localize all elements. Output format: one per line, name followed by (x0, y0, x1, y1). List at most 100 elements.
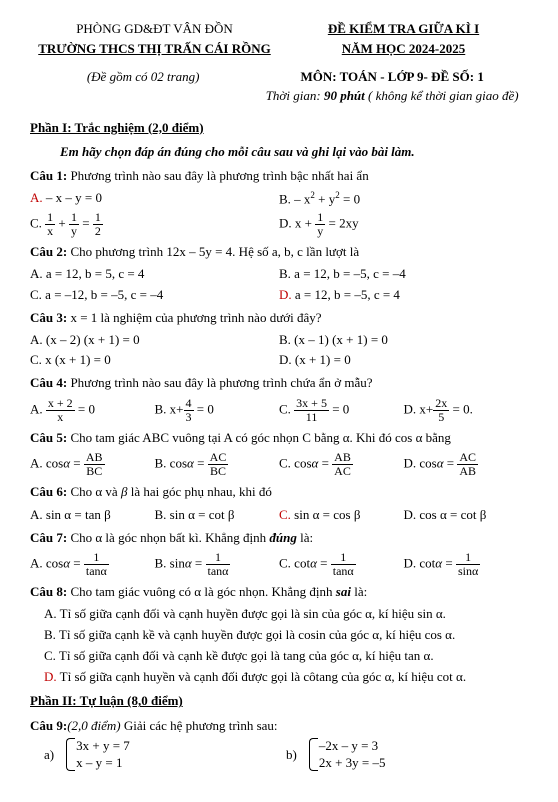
q8: Câu 8: Cho tam giác vuông có α là góc nh… (30, 583, 528, 601)
exam-title: ĐỀ KIỂM TRA GIỮA KÌ I (279, 20, 528, 38)
q5: Câu 5: Cho tam giác ABC vuông tại A có g… (30, 429, 528, 447)
q1-c-f2: 1y (69, 211, 79, 238)
d: 11 (294, 411, 329, 424)
q4-c: C. 3x + 511 = 0 (279, 396, 404, 425)
n: 1 (456, 551, 480, 565)
q1-c-f3: 12 (93, 211, 103, 238)
q5-stem: Cho tam giác ABC vuông tại A có góc nhọn… (67, 430, 451, 445)
q7-stem-1: Cho α là góc nhọn bất kì. Khẳng định (67, 530, 269, 545)
q7-a-f: 1tanα (84, 551, 109, 578)
q3-opts: A. (x – 2) (x + 1) = 0 B. (x – 1) (x + 1… (30, 330, 528, 370)
q4-a-post: = 0 (75, 401, 95, 416)
q4-c-f: 3x + 511 (294, 397, 329, 424)
q5-b: B. cosα = ACBC (155, 450, 280, 479)
q5-d-f: ACAB (457, 451, 478, 478)
q1-a: A. – x – y = 0 (30, 188, 279, 210)
q4-a-f: x + 2x (46, 397, 75, 424)
q7-a: A. cosα = 1tanα (30, 550, 155, 579)
q1-c: C. 1x + 1y = 12 (30, 210, 279, 239)
q2-opts: A. a = 12, b = 5, c = 4 B. a = 12, b = –… (30, 264, 528, 304)
q7-c: C. cotα = 1tanα (279, 550, 404, 579)
q5-c: C. cosα = ABAC (279, 450, 404, 479)
q8-d-text: Tỉ số giữa cạnh huyền và cạnh đối được g… (60, 669, 466, 684)
dept: PHÒNG GD&ĐT VÂN ĐỒN (30, 20, 279, 38)
q8-stem-1: Cho tam giác vuông có α là góc nhọn. Khẳ… (67, 584, 336, 599)
q4-b-f: 43 (184, 397, 194, 424)
q3-a: A. (x – 2) (x + 1) = 0 (30, 330, 279, 350)
q2-a: A. a = 12, b = 5, c = 4 (30, 264, 279, 284)
q6-stem-2: là hai góc phụ nhau, khi đó (127, 484, 271, 499)
n: AB (332, 451, 353, 465)
q1-d-post: = 2xy (325, 216, 358, 231)
d: tanα (84, 565, 109, 578)
d: AB (457, 465, 478, 478)
q4-d-f: 2x5 (433, 397, 449, 424)
subject: MÔN: TOÁN - LỚP 9- ĐỀ SỐ: 1 (256, 68, 528, 86)
q1-c-f1: 1x (45, 211, 55, 238)
q9-a-label: a) (44, 746, 54, 764)
q6-c: C. sin α = cos β (279, 505, 404, 525)
d: AC (332, 465, 353, 478)
q8-label: Câu 8: (30, 584, 67, 599)
q9-stem: Giải các hệ phương trình sau: (121, 718, 278, 733)
q3-c: C. x (x + 1) = 0 (30, 350, 279, 370)
part2-title: Phần II: Tự luận (8,0 điểm) (30, 692, 528, 710)
q9-a-r1: 3x + y = 7 (76, 738, 130, 755)
q7-c-f: 1tanα (331, 551, 356, 578)
q7-b: B. sinα = 1tanα (155, 550, 280, 579)
q4-stem: Phương trình nào sau đây là phương trình… (67, 375, 372, 390)
q8-b: B. Tỉ số giữa cạnh kề và cạnh huyền được… (44, 626, 528, 644)
n: 3x + 5 (294, 397, 329, 411)
q8-em: sai (336, 584, 351, 599)
n: 1 (84, 551, 109, 565)
q4-c-post: = 0 (329, 401, 349, 416)
header-row-2: TRƯỜNG THCS THỊ TRẤN CÁI RỒNG NĂM HỌC 20… (30, 40, 528, 58)
n3: 1 (93, 211, 103, 225)
d: tanα (206, 565, 231, 578)
q3-d: D. (x + 1) = 0 (279, 350, 528, 370)
d: 3 (184, 411, 194, 424)
part1-instruct: Em hãy chọn đáp án đúng cho mỗi câu sau … (60, 143, 528, 161)
n: 1 (315, 211, 325, 225)
q6-d: D. cos α = cot β (404, 505, 529, 525)
d: BC (208, 465, 229, 478)
q9-b-r1: –2x – y = 3 (319, 738, 386, 755)
q3-stem: x = 1 là nghiệm của phương trình nào dướ… (67, 310, 321, 325)
q1-d-pre: x + (295, 216, 315, 231)
n2: 1 (69, 211, 79, 225)
d: tanα (331, 565, 356, 578)
q4-a: A. x + 2x = 0 (30, 396, 155, 425)
q2-b: B. a = 12, b = –5, c = –4 (279, 264, 528, 284)
d1: x (45, 225, 55, 238)
q7-label: Câu 7: (30, 530, 67, 545)
time-label: Thời gian: (266, 88, 321, 103)
q2-stem: Cho phương trình 12x – 5y = 4. Hệ số a, … (67, 244, 359, 259)
q9-b: b) –2x – y = 3 2x + 3y = –5 (286, 738, 528, 772)
n: AC (208, 451, 229, 465)
q5-d: D. cosα = ACAB (404, 450, 529, 479)
q1-b: B. – x2 + y2 = 0 (279, 188, 528, 210)
q6-opts: A. sin α = tan β B. sin α = cot β C. sin… (30, 505, 528, 525)
q7-opts: A. cosα = 1tanα B. sinα = 1tanα C. cotα … (30, 550, 528, 579)
q1-opts: A. – x – y = 0 B. – x2 + y2 = 0 C. 1x + … (30, 188, 528, 239)
q9-b-sys: –2x – y = 3 2x + 3y = –5 (309, 738, 386, 772)
q1-d: D. x + 1y = 2xy (279, 210, 528, 239)
q6-stem-1: Cho α và (67, 484, 121, 499)
q2: Câu 2: Cho phương trình 12x – 5y = 4. Hệ… (30, 243, 528, 261)
q9-pts: (2,0 điểm) (67, 718, 120, 733)
q5-b-f: ACBC (208, 451, 229, 478)
q1-a-text: – x – y = 0 (46, 190, 102, 205)
q5-a-f: ABBC (84, 451, 105, 478)
n: 4 (184, 397, 194, 411)
q2-d-text: a = 12, b = –5, c = 4 (295, 287, 400, 302)
q4-b: B. x+43 = 0 (155, 396, 280, 425)
q7-d: D. cotα = 1sinα (404, 550, 529, 579)
n: 1 (331, 551, 356, 565)
q5-label: Câu 5: (30, 430, 67, 445)
q6-a: A. sin α = tan β (30, 505, 155, 525)
q7-b-f: 1tanα (206, 551, 231, 578)
q1-b-p3: = 0 (340, 192, 360, 207)
d3: 2 (93, 225, 103, 238)
d: 5 (433, 411, 449, 424)
q5-opts: A. cosα = ABBC B. cosα = ACBC C. cosα = … (30, 450, 528, 479)
